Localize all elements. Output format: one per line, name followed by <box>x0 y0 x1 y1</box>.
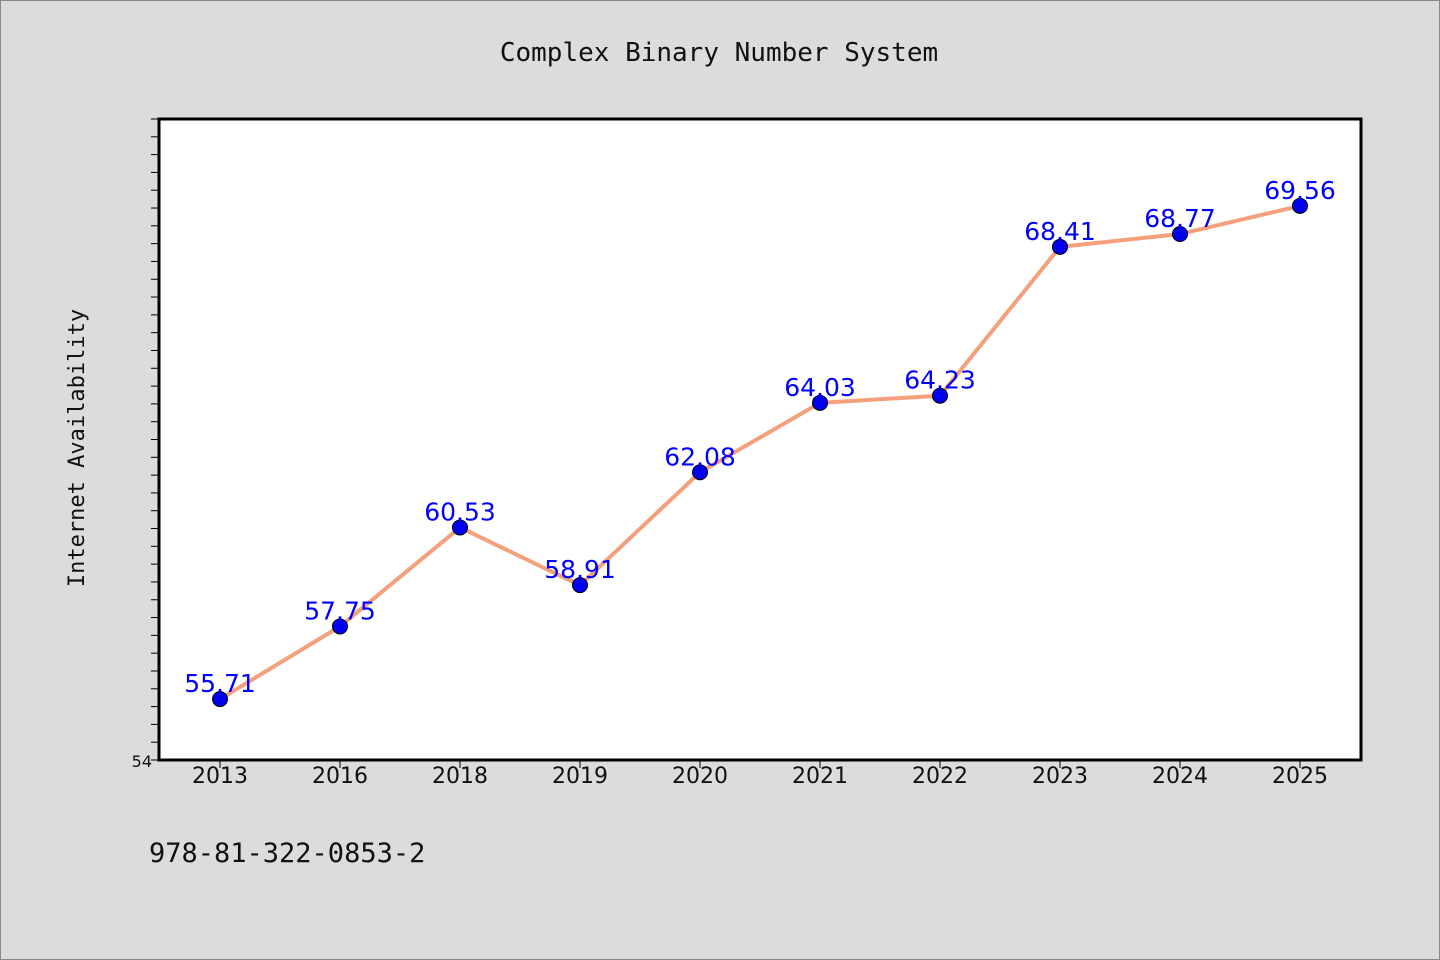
x-tick-label: 2018 <box>432 764 488 789</box>
data-point <box>332 618 348 635</box>
data-label: 57.75 <box>304 596 376 625</box>
data-label: 68.41 <box>1024 217 1096 246</box>
x-tick-label: 2019 <box>552 764 608 789</box>
data-label: 60.53 <box>424 497 496 526</box>
data-point <box>1052 238 1068 255</box>
footer-code: 978-81-322-0853-2 <box>149 838 425 869</box>
data-point <box>212 691 228 708</box>
series-line <box>218 203 1302 702</box>
data-point <box>572 577 588 594</box>
data-point <box>452 519 468 536</box>
y-axis-ticks <box>151 118 159 761</box>
x-tick-label: 2020 <box>672 764 728 789</box>
data-label: 58.91 <box>544 555 616 584</box>
data-label: 69.56 <box>1264 176 1336 205</box>
x-axis-labels: 2013 2016 2018 2019 2020 2021 2022 2023 2024 2025 <box>192 764 1328 789</box>
x-tick-label: 2024 <box>1152 764 1208 789</box>
x-tick-label: 2021 <box>792 764 848 789</box>
data-points <box>212 197 1308 708</box>
x-tick-label: 2016 <box>312 764 368 789</box>
x-axis-ticks <box>219 760 1301 768</box>
chart-title: Complex Binary Number System <box>500 38 938 68</box>
data-point <box>1292 197 1308 214</box>
x-tick-label: 2013 <box>192 764 248 789</box>
data-label: 64.23 <box>904 366 976 395</box>
data-label: 68.77 <box>1144 204 1216 233</box>
data-point <box>692 464 708 481</box>
y-axis-min-label: 54 <box>132 752 152 771</box>
x-tick-label: 2022 <box>912 764 968 789</box>
series-line-group <box>218 203 1302 702</box>
data-label: 64.03 <box>784 373 856 402</box>
data-label: 55.71 <box>184 669 256 698</box>
x-tick-label: 2025 <box>1272 764 1328 789</box>
data-labels: 55.71 57.75 60.53 58.91 62.08 64.03 64.23 68.41… <box>184 176 1336 698</box>
data-point <box>1172 226 1188 243</box>
data-point <box>812 394 828 411</box>
x-tick-label: 2023 <box>1032 764 1088 789</box>
y-axis-label: Internet Availability <box>65 309 90 587</box>
data-point <box>932 387 948 404</box>
data-label: 62.08 <box>664 442 736 471</box>
